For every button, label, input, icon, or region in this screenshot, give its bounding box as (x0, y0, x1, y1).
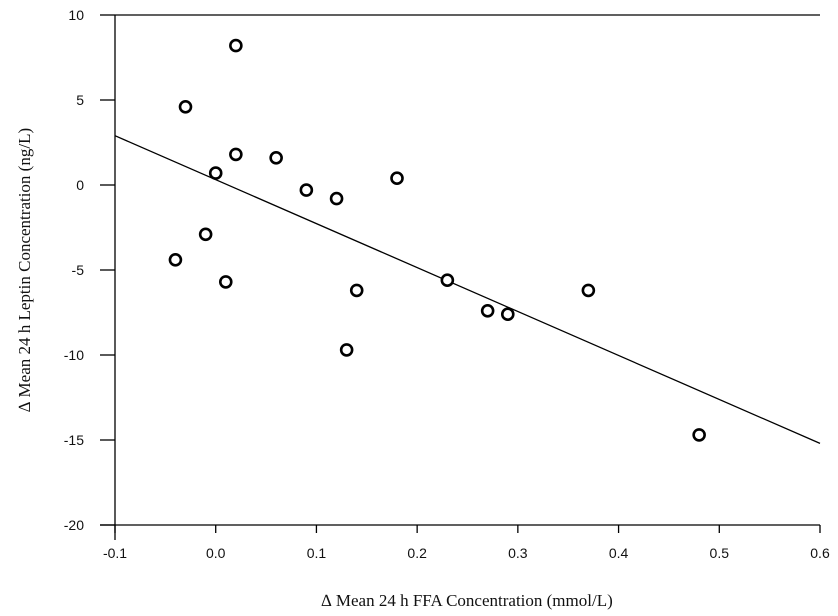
data-point (218, 275, 233, 289)
data-point (339, 343, 354, 357)
data-point (269, 151, 283, 165)
data-point (440, 273, 455, 288)
x-tick-label: 0.0 (206, 545, 226, 561)
data-point (329, 191, 344, 206)
data-point (198, 227, 213, 242)
data-points (168, 38, 706, 442)
data-point (299, 183, 314, 197)
y-tick-label: -20 (64, 517, 84, 533)
data-point (229, 147, 243, 162)
y-tick-label: 10 (68, 7, 84, 23)
data-point (500, 307, 515, 322)
data-point (390, 171, 404, 185)
x-tick-label: 0.2 (407, 545, 427, 561)
x-tick-label: 0.3 (508, 545, 528, 561)
x-tick-label: -0.1 (103, 545, 127, 561)
y-tick-label: -5 (72, 262, 85, 278)
x-tick-label: 0.5 (710, 545, 730, 561)
x-ticks: -0.1 0.0 0.1 0.2 0.3 0.4 0.5 0.6 (103, 525, 830, 561)
data-point (480, 303, 495, 318)
y-tick-label: 5 (76, 92, 84, 108)
x-axis-title: ∆ Mean 24 h FFA Concentration (mmol/L) (321, 591, 613, 610)
data-point (581, 283, 596, 298)
data-point (349, 283, 364, 298)
data-point (168, 252, 183, 267)
data-point (692, 428, 706, 442)
regression (114, 135, 821, 444)
y-tick-label: -15 (64, 432, 84, 448)
axes (100, 14, 820, 540)
y-tick-label: 0 (76, 177, 84, 193)
x-tick-label: 0.4 (609, 545, 629, 561)
y-axis-title: ∆ Mean 24 h Leptin Concentration (ng/L) (15, 128, 34, 412)
data-point (229, 38, 243, 53)
data-point (178, 100, 193, 114)
regression-line (114, 135, 821, 444)
data-point (208, 166, 223, 180)
x-tick-label: 0.1 (307, 545, 327, 561)
y-ticks: -20 -15 -10 -5 0 5 10 (64, 7, 115, 533)
x-tick-label: 0.6 (810, 545, 830, 561)
y-tick-label: -10 (64, 347, 84, 363)
